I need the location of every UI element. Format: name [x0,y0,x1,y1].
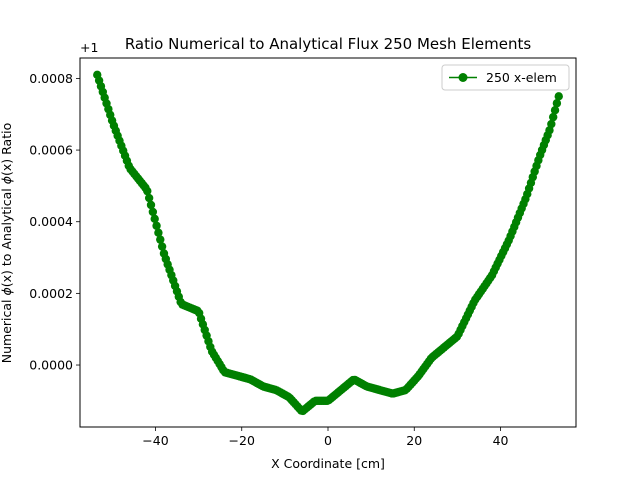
legend: 250 x-elem [441,64,570,91]
plot-frame [79,57,577,428]
data-point [144,193,154,203]
series-line [96,74,560,412]
y-axis-label-suffix: Ratio [0,123,14,159]
legend-marker [458,73,468,82]
x-tick-label: 0 [324,433,332,448]
y-axis-label-arg-2: (x) [0,159,14,176]
y-offset-label: +1 [80,40,98,55]
data-point [547,119,556,129]
y-axis-label-mid: to Analytical [0,184,14,270]
y-tick-label: 0.0006 [29,143,73,158]
x-tick-label: −20 [229,433,255,448]
data-point [157,242,167,251]
data-point [554,92,563,101]
data-point [550,105,560,115]
y-tick-label: 0.0002 [29,286,73,301]
y-tick-label: 0.0004 [29,214,73,229]
x-tick-label: 20 [406,433,422,448]
legend-box [441,64,570,91]
data-point [146,200,156,210]
y-axis-ticks: 0.0000 0.0002 0.0004 0.0006 0.0008 [29,71,80,373]
data-point [552,99,562,108]
data-point [548,112,558,122]
y-axis-label-prefix: Numerical [0,296,14,364]
y-axis-label-phi-2: ϕ [0,176,14,184]
series-layer [93,70,563,416]
x-tick-label: −40 [142,433,168,448]
x-tick-label: 40 [493,433,509,448]
data-point [154,228,163,237]
data-point [152,221,161,230]
y-axis-label-phi-1: ϕ [0,287,14,295]
y-axis-label-arg-1: (x) [0,270,14,287]
chart-title: Ratio Numerical to Analytical Flux 250 M… [125,35,532,53]
data-point [143,186,152,196]
legend-label: 250 x-elem [486,70,557,85]
data-point [150,214,159,224]
x-axis-label: X Coordinate [cm] [271,456,385,471]
y-tick-label: 0.0000 [29,358,73,373]
data-point [148,207,158,217]
y-tick-label: 0.0008 [29,71,73,86]
x-axis-ticks: −40 −20 0 20 40 [142,427,509,448]
data-point [156,235,165,244]
y-axis-label: Numerical ϕ(x) to Analytical ϕ(x) Ratio [0,123,14,363]
